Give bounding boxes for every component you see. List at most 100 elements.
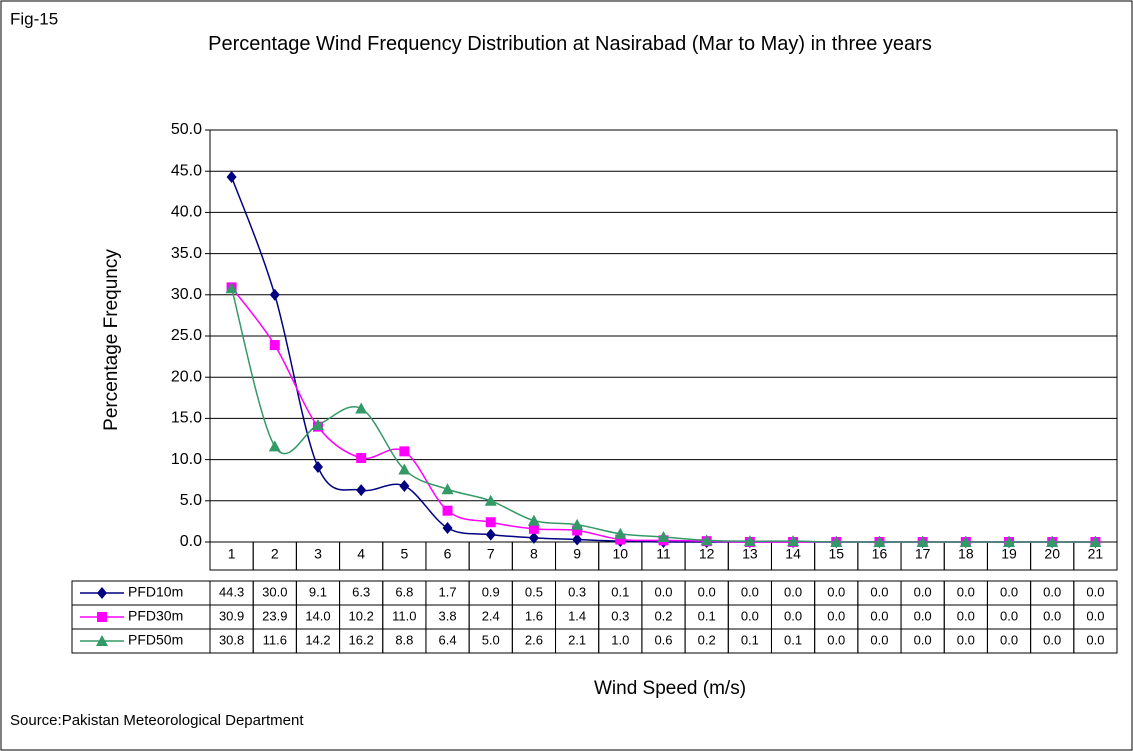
marker	[485, 517, 496, 528]
x-tick-label: 16	[872, 546, 888, 562]
table-cell	[1073, 628, 1118, 654]
marker	[356, 484, 367, 497]
x-tick-label: 4	[357, 546, 365, 562]
marker	[226, 170, 237, 183]
data-label: 0.0	[870, 632, 888, 647]
y-tick-label: 40.0	[171, 204, 202, 221]
data-label: 0.0	[870, 584, 888, 599]
marker	[959, 536, 972, 547]
data-label: 0.0	[957, 584, 975, 599]
data-label: 10.2	[349, 608, 374, 623]
y-axis-label: Percentage Frequncy	[101, 249, 122, 431]
marker	[441, 483, 454, 495]
marker	[572, 533, 583, 546]
data-label: 44.3	[219, 584, 244, 599]
marker	[269, 340, 280, 351]
x-tick-label: 14	[785, 546, 801, 562]
marker	[399, 446, 410, 457]
marker	[830, 536, 843, 547]
x-tick-label: 11	[656, 546, 671, 562]
marker	[225, 282, 238, 294]
marker	[1089, 536, 1102, 547]
x-tick-label: 15	[828, 546, 844, 562]
marker	[527, 514, 540, 526]
marker	[743, 535, 756, 547]
marker	[571, 518, 584, 530]
marker	[484, 494, 497, 506]
data-label: 6.8	[395, 584, 413, 599]
data-label: 23.9	[262, 608, 287, 623]
y-tick-label: 10.0	[171, 451, 202, 468]
data-label: 1.4	[568, 608, 586, 623]
x-tick-label: 17	[915, 546, 931, 562]
data-label: 30.8	[219, 632, 244, 647]
marker	[916, 536, 929, 547]
marker	[268, 440, 281, 452]
data-label: 14.2	[305, 632, 330, 647]
x-tick-label: 13	[742, 546, 758, 562]
marker	[873, 536, 886, 547]
data-label: 8.8	[395, 632, 413, 647]
marker	[399, 479, 410, 492]
marker	[1003, 536, 1016, 547]
y-tick-label: 35.0	[171, 245, 202, 262]
legend-label: PFD10m	[128, 584, 183, 600]
data-label: 0.0	[654, 584, 672, 599]
x-tick-label: 10	[613, 546, 629, 562]
marker	[614, 527, 627, 539]
marker	[615, 534, 626, 545]
legend-marker	[97, 612, 107, 622]
data-label: 0.0	[1086, 608, 1104, 623]
data-label: 30.0	[262, 584, 287, 599]
data-label: 30.9	[219, 608, 244, 623]
data-label: 3.8	[439, 608, 457, 623]
marker	[356, 452, 367, 463]
marker	[572, 525, 583, 536]
data-label: 0.0	[827, 584, 845, 599]
data-label: 0.0	[784, 608, 802, 623]
data-label: 0.0	[741, 608, 759, 623]
x-tick-label: 18	[958, 546, 974, 562]
x-tick-label: 21	[1088, 546, 1104, 562]
marker	[787, 535, 800, 547]
legend-label: PFD30m	[128, 608, 183, 624]
data-label: 16.2	[349, 632, 374, 647]
data-label: 0.2	[654, 608, 672, 623]
y-tick-label: 5.0	[180, 492, 202, 509]
data-label: 2.6	[525, 632, 543, 647]
marker	[312, 461, 323, 474]
data-label: 0.9	[482, 584, 500, 599]
y-tick-label: 50.0	[171, 121, 202, 138]
data-label: 0.6	[654, 632, 672, 647]
data-label: 6.3	[352, 584, 370, 599]
data-label: 1.7	[439, 584, 457, 599]
data-label: 0.0	[1000, 608, 1018, 623]
data-label: 0.3	[611, 608, 629, 623]
marker	[1046, 536, 1059, 547]
x-tick-label: 20	[1044, 546, 1060, 562]
y-tick-label: 45.0	[171, 162, 202, 179]
data-label: 0.0	[827, 632, 845, 647]
legend-marker	[96, 635, 108, 646]
data-label: 0.3	[568, 584, 586, 599]
source: Source:Pakistan Meteorological Departmen…	[10, 712, 304, 729]
x-tick-label: 12	[699, 546, 715, 562]
chart-title: Percentage Wind Frequency Distribution a…	[208, 33, 932, 55]
data-label: 2.1	[568, 632, 586, 647]
data-label: 9.1	[309, 584, 327, 599]
x-tick-label: 8	[530, 546, 538, 562]
marker	[528, 523, 539, 534]
marker	[528, 531, 539, 544]
legend-label: PFD50m	[128, 632, 183, 648]
y-tick-label: 25.0	[171, 327, 202, 344]
y-tick-label: 20.0	[171, 368, 202, 385]
data-label: 0.0	[741, 584, 759, 599]
data-label: 0.5	[525, 584, 543, 599]
data-label: 0.0	[698, 584, 716, 599]
data-label: 0.0	[1043, 632, 1061, 647]
data-label: 11.0	[392, 608, 416, 623]
marker	[311, 418, 324, 430]
x-tick-label: 6	[444, 546, 452, 562]
data-label: 0.0	[914, 608, 932, 623]
